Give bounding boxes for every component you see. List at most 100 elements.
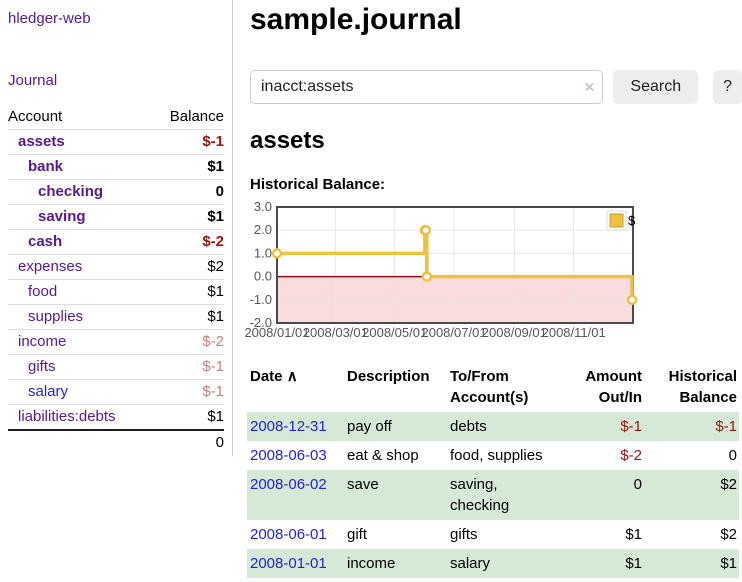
- account-row: saving $1: [8, 204, 224, 230]
- account-balance: 0: [151, 179, 224, 205]
- register-col-balance: Historical Balance: [668, 368, 737, 406]
- account-link-gifts[interactable]: gifts: [28, 358, 56, 375]
- account-balance: $1: [151, 279, 224, 305]
- account-link-bank[interactable]: bank: [28, 158, 64, 175]
- transaction-description: pay off: [347, 418, 392, 435]
- account-link-supplies[interactable]: supplies: [28, 308, 84, 325]
- account-link-cash[interactable]: cash: [28, 233, 63, 250]
- account-link-food[interactable]: food: [28, 283, 58, 300]
- account-link-salary[interactable]: salary: [28, 383, 69, 400]
- register-row: 2008-01-01 income salary $1 $1: [247, 549, 739, 578]
- transaction-description: save: [347, 476, 379, 493]
- transaction-balance: $2: [720, 476, 737, 493]
- transaction-balance: $-1: [715, 418, 737, 435]
- account-balance: $2: [151, 254, 224, 280]
- account-balance: $-1: [151, 354, 224, 380]
- transaction-date-link[interactable]: 2008-12-31: [250, 418, 327, 435]
- register-header-row: Date ∧ Description To/From Account(s) Am…: [247, 362, 739, 412]
- account-link-income[interactable]: income: [18, 333, 67, 350]
- sidebar: hledger-web Journal Account Balance asse…: [0, 0, 233, 456]
- app-title-link[interactable]: hledger-web: [8, 10, 91, 27]
- transaction-balance: 0: [728, 447, 737, 464]
- account-balance: $-2: [151, 229, 224, 255]
- register-col-amount: Amount Out/In: [585, 368, 642, 406]
- account-balance: $-2: [151, 329, 224, 355]
- account-link-checking[interactable]: checking: [38, 183, 104, 200]
- sidebar-item-journal[interactable]: Journal: [8, 72, 58, 89]
- account-balance: $-1: [151, 379, 224, 405]
- account-row: food $1: [8, 279, 224, 305]
- search-form: × Search ?: [250, 70, 742, 104]
- register-row: 2008-06-03 eat & shop food, supplies $-2…: [247, 441, 739, 470]
- account-row: income $-2: [8, 329, 224, 355]
- transaction-accounts: gifts: [450, 526, 478, 543]
- transaction-date-link[interactable]: 2008-06-03: [250, 447, 327, 464]
- accounts-table: Account Balance assets $-1 bank $1 check…: [8, 105, 224, 455]
- account-link-liabilities-debts[interactable]: liabilities:debts: [18, 408, 116, 425]
- transaction-description: gift: [347, 526, 368, 543]
- svg-text:2008/05/01: 2008/05/01: [362, 325, 427, 340]
- account-row: gifts $-1: [8, 354, 224, 380]
- transaction-description: income: [347, 555, 396, 572]
- search-input[interactable]: [250, 70, 604, 104]
- transaction-balance: $2: [720, 526, 737, 543]
- account-row: liabilities:debts $1: [8, 404, 224, 430]
- register-col-description: Description: [347, 368, 430, 385]
- accounts-total-row: 0: [8, 429, 224, 455]
- svg-text:2.0: 2.0: [254, 222, 272, 237]
- svg-text:$: $: [628, 213, 636, 228]
- balance-chart-svg: $3.0 2.0 1.0 0.0 -1.0 -2.02008/01/012008/03/0…: [244, 201, 638, 340]
- main-content: sample.journal × Search ? assets Histori…: [244, 0, 742, 578]
- page-title: sample.journal: [250, 3, 462, 36]
- accounts-header-row: Account Balance: [8, 105, 224, 130]
- account-link-assets[interactable]: assets: [18, 133, 65, 150]
- transaction-amount: 0: [633, 476, 642, 493]
- svg-text:1.0: 1.0: [254, 245, 272, 260]
- account-link-expenses[interactable]: expenses: [18, 258, 83, 275]
- chart-title: Historical Balance:: [250, 176, 386, 193]
- register-col-date[interactable]: Date ∧: [250, 368, 298, 385]
- register-col-accounts: To/From Account(s): [450, 368, 529, 406]
- transaction-accounts: food, supplies: [450, 447, 543, 464]
- svg-text:0.0: 0.0: [254, 269, 272, 284]
- account-balance: $1: [151, 154, 224, 180]
- register-row: 2008-12-31 pay off debts $-1 $-1: [247, 412, 739, 441]
- account-row: expenses $2: [8, 254, 224, 280]
- help-button[interactable]: ?: [713, 70, 742, 104]
- svg-text:2008/03/01: 2008/03/01: [303, 325, 368, 340]
- balance-chart[interactable]: $3.0 2.0 1.0 0.0 -1.0 -2.0 2008/01/01 2008/03/0…: [244, 201, 742, 343]
- transaction-accounts: debts: [450, 418, 487, 435]
- transaction-amount: $1: [625, 526, 642, 543]
- account-row: cash $-2: [8, 229, 224, 255]
- transaction-amount: $1: [625, 555, 642, 572]
- account-row: salary $-1: [8, 379, 224, 405]
- transaction-accounts: salary: [450, 555, 491, 572]
- account-balance: $-1: [151, 129, 224, 155]
- transaction-accounts: saving, checking: [450, 476, 510, 514]
- svg-text:2008/09/01: 2008/09/01: [482, 325, 547, 340]
- sort-ascending-icon: ∧: [286, 368, 298, 385]
- account-balance: $1: [151, 304, 224, 330]
- register-row: 2008-06-02 save saving, checking 0 $2: [247, 470, 739, 520]
- transaction-balance: $1: [720, 555, 737, 572]
- clear-search-icon[interactable]: ×: [584, 77, 595, 97]
- svg-text:2008/01/01: 2008/01/01: [244, 325, 309, 340]
- account-link-saving[interactable]: saving: [38, 208, 86, 225]
- search-button[interactable]: Search: [613, 70, 699, 104]
- transaction-amount: $-2: [620, 447, 642, 464]
- account-row: assets $-1: [8, 129, 224, 155]
- transaction-date-link[interactable]: 2008-01-01: [250, 555, 327, 572]
- account-row: bank $1: [8, 154, 224, 180]
- svg-text:-2.0: -2.0: [250, 315, 272, 330]
- transaction-description: eat & shop: [347, 447, 419, 464]
- transaction-date-link[interactable]: 2008-06-01: [250, 526, 327, 543]
- account-balance: $1: [151, 404, 224, 430]
- svg-text:2008/07/01: 2008/07/01: [421, 325, 486, 340]
- register-row: 2008-06-01 gift gifts $1 $2: [247, 520, 739, 549]
- register-table: Date ∧ Description To/From Account(s) Am…: [247, 362, 739, 578]
- svg-text:3.0: 3.0: [254, 201, 272, 214]
- transaction-date-link[interactable]: 2008-06-02: [250, 476, 327, 493]
- accounts-header-balance: Balance: [169, 108, 224, 125]
- accounts-header-account: Account: [8, 108, 63, 125]
- svg-text:-1.0: -1.0: [250, 292, 272, 307]
